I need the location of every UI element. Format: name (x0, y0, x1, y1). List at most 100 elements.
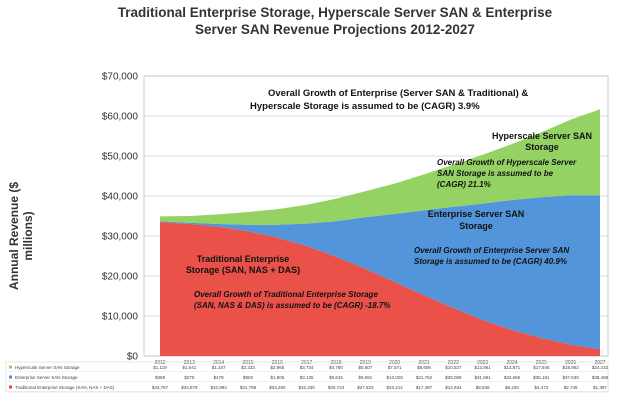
table-cell: $8,606 (417, 365, 431, 370)
table-cell: $3,734 (300, 365, 314, 370)
y-tick-label: $60,000 (102, 112, 139, 123)
x-tick-label: 2021 (418, 360, 429, 366)
table-cell: $270 (184, 375, 195, 380)
x-tick-label: 2025 (536, 360, 547, 366)
table-cell: $13,028 (387, 375, 404, 380)
y-tick-label: $70,000 (102, 72, 139, 83)
table-cell: $5,615 (329, 375, 343, 380)
annotation-trad-growth-2: (SAN, NAS & DAS) is assumed to be (CAGR)… (194, 301, 390, 310)
table-cell: $38,488 (592, 375, 609, 380)
annotation-hyper-growth-3: (CAGR) 21.1% (437, 180, 491, 189)
chart-title: Traditional Enterprise Storage, Hypersca… (70, 4, 600, 38)
x-tick-label: 2016 (272, 360, 283, 366)
area-series-1 (160, 195, 600, 350)
annotation-trad-growth-1: Overall Growth of Traditional Enterprise… (194, 290, 378, 299)
x-tick-label: 2024 (506, 360, 517, 366)
table-cell: $13,871 (504, 365, 521, 370)
table-cell: $31,798 (240, 385, 257, 390)
table-cell: $32,983 (211, 385, 228, 390)
table-cell: $18,962 (563, 365, 580, 370)
table-cell: $24,432 (592, 365, 609, 370)
chart-title-line-2: Server SAN Revenue Projections 2012-2027 (195, 22, 475, 37)
table-cell: $36,181 (533, 375, 550, 380)
table-row-label: Traditional Enterprise Storage (SAN, NAS… (15, 385, 115, 390)
table-cell: $1,905 (270, 375, 284, 380)
table-cell: $4,473 (534, 385, 548, 390)
y-tick-label: $10,000 (102, 312, 139, 323)
table-cell: $12,934 (445, 385, 462, 390)
annotation-overall-2: Hyperscale Storage is assumed to be (CAG… (250, 101, 480, 112)
table-cell: $31,861 (475, 375, 492, 380)
table-cell: $903 (243, 375, 254, 380)
table-cell: $3,135 (300, 375, 314, 380)
annotation-ent-growth-1: Overall Growth of Enterprise Server SAN (414, 246, 569, 255)
table-cell: $358 (155, 375, 166, 380)
y-tick-label: $30,000 (102, 232, 139, 243)
table-cell: $2,746 (564, 385, 578, 390)
chart-title-line-1: Traditional Enterprise Storage, Hypersca… (117, 5, 553, 20)
table-cell: $12,861 (475, 365, 492, 370)
x-tick-label: 2014 (213, 360, 224, 366)
annotation-ent-growth-2: Storage is assumed to be (CAGR) 40.9% (414, 257, 567, 266)
table-cell: $34,685 (504, 375, 521, 380)
table-cell: $7,571 (388, 365, 402, 370)
data-table-frame (5, 361, 609, 393)
table-cell: $5,507 (358, 365, 372, 370)
table-cell: $32,330 (299, 385, 316, 390)
area-series-0 (160, 222, 600, 356)
table-cell: $28,069 (445, 375, 462, 380)
annotation-trad-label-1: Traditional Enterprise (197, 254, 290, 264)
x-tick-label: 2017 (301, 360, 312, 366)
table-cell: $2,965 (270, 365, 284, 370)
x-tick-label: 2026 (565, 360, 576, 366)
table-cell: $10,527 (445, 365, 462, 370)
annotation-hyper-label-1: Hyperscale Server SAN (492, 131, 592, 141)
table-cell: $2,333 (241, 365, 255, 370)
table-cell: $4,780 (329, 365, 343, 370)
area-series-2 (160, 109, 600, 225)
table-row-label: Hyperscale Server SAN Storage (15, 365, 80, 370)
annotation-trad-label-2: Storage (SAN, NAS + DAS) (186, 265, 300, 275)
x-tick-label: 2018 (330, 360, 341, 366)
legend-swatch (9, 365, 12, 369)
x-tick-label: 2027 (594, 360, 605, 366)
x-tick-label: 2015 (242, 360, 253, 366)
y-tick-label: $50,000 (102, 152, 139, 163)
y-tick-label: $0 (127, 352, 139, 363)
annotation-hyper-growth-2: SAN Storage is assumed to be (437, 169, 554, 178)
x-tick-label: 2022 (448, 360, 459, 366)
table-cell: $23,212 (387, 385, 404, 390)
table-cell: $33,787 (152, 385, 169, 390)
table-cell: $17,487 (416, 385, 433, 390)
table-cell: $1,641 (182, 365, 196, 370)
table-cell: $33,879 (181, 385, 198, 390)
x-tick-label: 2023 (477, 360, 488, 366)
table-cell: $8,538 (476, 385, 490, 390)
x-tick-label: 2012 (154, 360, 165, 366)
table-cell: $6,230 (505, 385, 519, 390)
table-row-label: Enterprise Server SAN Storage (15, 375, 78, 380)
annotation-hyper-growth-1: Overall Growth of Hyperscale Server (437, 158, 577, 167)
table-cell: $33,250 (269, 385, 286, 390)
legend-swatch (9, 385, 12, 389)
table-cell: $478 (214, 375, 225, 380)
legend-swatch (9, 375, 12, 379)
x-tick-label: 2019 (360, 360, 371, 366)
y-tick-label: $40,000 (102, 192, 139, 203)
annotation-ent-label-2: Storage (459, 221, 493, 231)
table-cell: $1,397 (593, 385, 607, 390)
table-cell: $27,823 (357, 385, 374, 390)
table-cell: $1,347 (212, 365, 226, 370)
annotation-ent-label-1: Enterprise Server SAN (428, 209, 525, 219)
table-cell: $1,119 (153, 365, 167, 370)
table-cell: $9,581 (358, 375, 372, 380)
table-cell: $37,630 (563, 375, 580, 380)
y-tick-label: $20,000 (102, 272, 139, 283)
table-cell: $17,646 (533, 365, 550, 370)
table-cell: $21,752 (416, 375, 433, 380)
table-cell: $30,723 (328, 385, 345, 390)
x-tick-label: 2020 (389, 360, 400, 366)
annotation-hyper-label-2: Storage (525, 142, 559, 152)
annotation-overall-1: Overall Growth of Enterprise (Server SAN… (268, 88, 528, 99)
